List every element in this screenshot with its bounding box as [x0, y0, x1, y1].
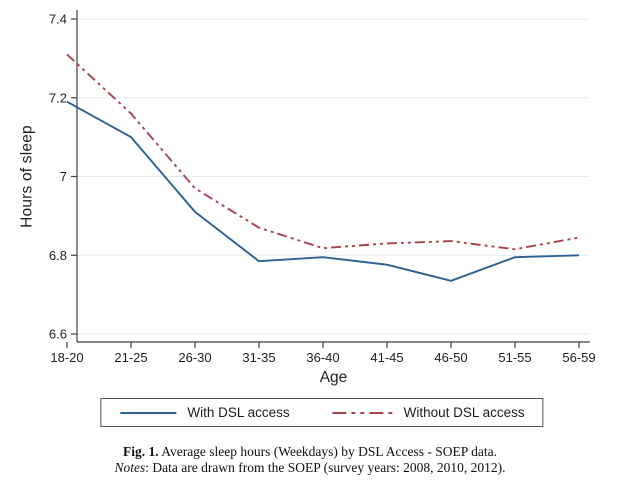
y-tick-label: 7.2	[49, 90, 67, 105]
legend-label-with-dsl: With DSL access	[187, 405, 290, 420]
x-tick-label: 26-30	[178, 350, 211, 365]
notes-label: Notes	[114, 460, 146, 475]
caption-line: Fig. 1. Average sleep hours (Weekdays) b…	[0, 444, 620, 460]
with-dsl-line-swatch-icon	[120, 411, 177, 414]
notes-text: : Data are drawn from the SOEP (survey y…	[145, 460, 506, 475]
without-dsl-dashed-line-swatch-icon	[332, 411, 393, 414]
caption-text: Average sleep hours (Weekdays) by DSL Ac…	[158, 444, 498, 459]
y-tick-label: 7.4	[49, 12, 67, 27]
y-tick-label: 7	[60, 169, 67, 184]
x-axis-title: Age	[319, 369, 348, 386]
figure-caption: Fig. 1. Average sleep hours (Weekdays) b…	[0, 444, 620, 476]
notes-line: Notes: Data are drawn from the SOEP (sur…	[0, 460, 620, 476]
y-tick-labels: 6.6 6.8 7 7.2 7.4	[49, 12, 77, 342]
y-gridlines	[78, 18, 589, 335]
x-tick-label: 36-40	[306, 350, 339, 365]
legend-item-with-dsl: With DSL access	[119, 405, 290, 420]
series-line-without-dsl-access	[66, 53, 580, 251]
sleep-hours-line-chart: 6.6 6.8 7 7.2 7.4 18-20 21-25 26-30 31-35 36-40 41…	[49, 10, 596, 365]
y-tick-label: 6.6	[49, 327, 67, 342]
legend-box: With DSL access Without DSL access	[100, 398, 544, 427]
x-tick-label: 56-59	[562, 350, 595, 365]
y-axis-title: Hours of sleep	[18, 125, 36, 228]
x-tick-label: 51-55	[498, 350, 531, 365]
x-tick-label: 18-20	[50, 350, 83, 365]
x-tick-label: 41-45	[370, 350, 403, 365]
series-line-with-dsl-access	[66, 100, 580, 282]
legend-item-without-dsl: Without DSL access	[332, 405, 525, 420]
y-tick-label: 6.8	[49, 248, 67, 263]
legend-label-without-dsl: Without DSL access	[403, 405, 525, 420]
x-tick-label: 21-25	[114, 350, 147, 365]
figure-number: Fig. 1.	[122, 444, 159, 459]
x-tick-labels: 18-20 21-25 26-30 31-35 36-40 41-45 46-50 51-55…	[50, 342, 596, 365]
x-tick-label: 46-50	[434, 350, 467, 365]
x-tick-label: 31-35	[242, 350, 275, 365]
